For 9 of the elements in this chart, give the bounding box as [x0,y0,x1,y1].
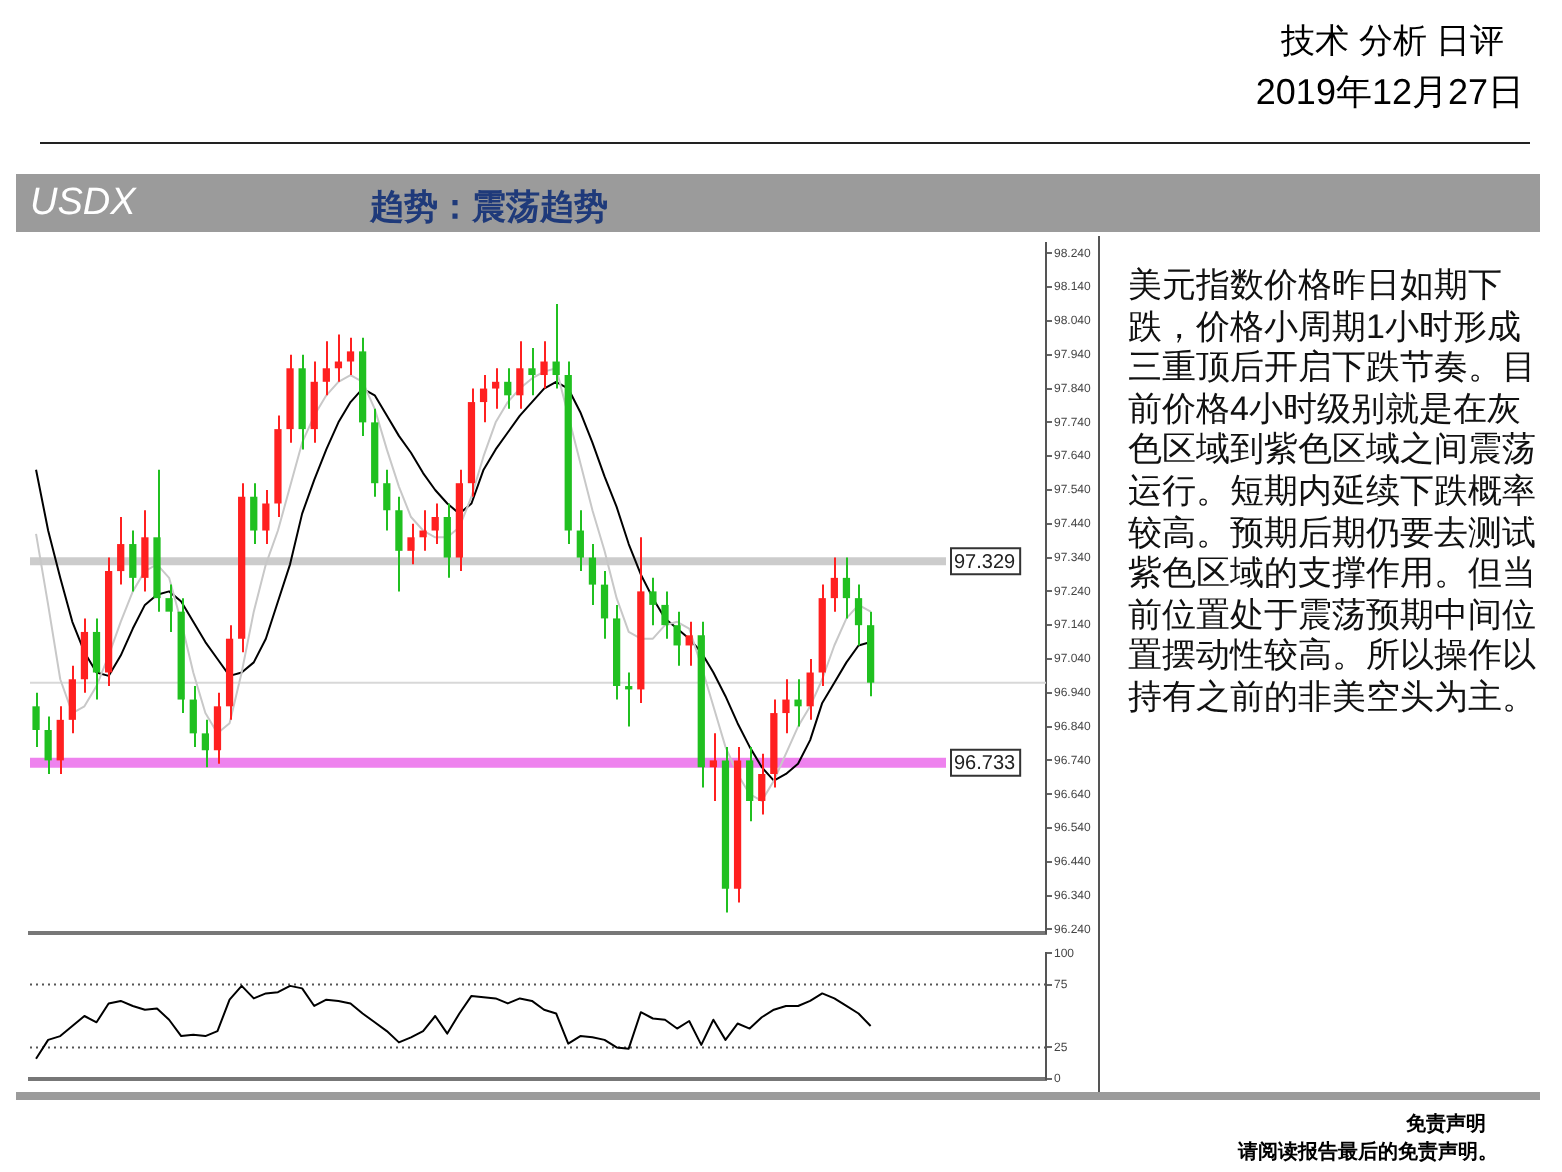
text: 技术 分析 日评 [1281,20,1504,64]
text: 2019年12月27日 [1255,70,1524,116]
ref-line-label: 97.329 [954,551,1017,574]
text: 免责声明 [1406,1111,1486,1138]
text: 美元指数价格昨日如期下跌，价格小周期1小时形成三重顶后开启下跌节奏。目前价格4小时级别就是在灰色区域到紫色区域之间震荡运行。短期内延续下跌概率较高。预期后期仍要去测试紫色区域的支撑作用。但当前位置处于震荡预期中间位置摆动性较高。所以操作以持有之前的非美空头为主。 [1128,266,1536,716]
text: 请阅读报告最后的免责声明。 [1238,1139,1498,1166]
chart-title: USDX [30,182,136,226]
chart-subtitle: 趋势：震荡趋势 [370,186,608,230]
ref-line-label: 96.733 [954,753,1017,776]
